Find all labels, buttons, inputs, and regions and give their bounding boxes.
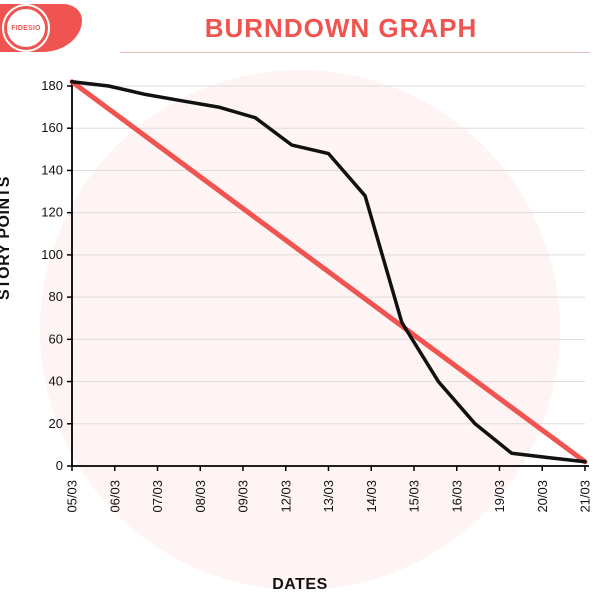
- svg-text:20/03: 20/03: [535, 480, 550, 513]
- svg-text:180: 180: [41, 78, 63, 93]
- svg-text:13/03: 13/03: [321, 480, 336, 513]
- svg-text:05/03: 05/03: [65, 480, 80, 513]
- svg-text:06/03: 06/03: [107, 480, 122, 513]
- svg-text:19/03: 19/03: [492, 480, 507, 513]
- svg-text:16/03: 16/03: [449, 480, 464, 513]
- y-axis-label: STORY POINTS: [0, 176, 14, 300]
- logo-text: FIDESIO: [11, 25, 40, 32]
- svg-text:20: 20: [49, 416, 63, 431]
- burndown-chart: 0 20 40 60 80 100 120 140 160 180 05/03 06/03 07/03 0…: [0, 56, 600, 600]
- svg-text:80: 80: [49, 289, 63, 304]
- svg-text:09/03: 09/03: [236, 480, 251, 513]
- svg-text:140: 140: [41, 162, 63, 177]
- header: FIDESIO BURNDOWN GRAPH: [0, 0, 600, 56]
- svg-text:160: 160: [41, 120, 63, 135]
- page-title: BURNDOWN GRAPH: [82, 13, 600, 44]
- header-rule: [120, 52, 590, 53]
- logo-ribbon: FIDESIO: [0, 4, 82, 52]
- svg-text:100: 100: [41, 247, 63, 262]
- svg-text:08/03: 08/03: [193, 480, 208, 513]
- svg-text:12/03: 12/03: [278, 480, 293, 513]
- chart-container: 0 20 40 60 80 100 120 140 160 180 05/03 06/03 07/03 0…: [0, 56, 600, 600]
- svg-text:15/03: 15/03: [407, 480, 422, 513]
- svg-text:0: 0: [56, 458, 63, 473]
- svg-text:120: 120: [41, 205, 63, 220]
- svg-text:07/03: 07/03: [150, 480, 165, 513]
- x-axis-label: DATES: [0, 576, 600, 594]
- svg-text:40: 40: [49, 374, 63, 389]
- page: FIDESIO BURNDOWN GRAPH STORY POINTS DATE…: [0, 0, 600, 600]
- svg-text:14/03: 14/03: [364, 480, 379, 513]
- logo-badge: FIDESIO: [4, 6, 48, 50]
- svg-text:60: 60: [49, 331, 63, 346]
- svg-text:21/03: 21/03: [578, 480, 593, 513]
